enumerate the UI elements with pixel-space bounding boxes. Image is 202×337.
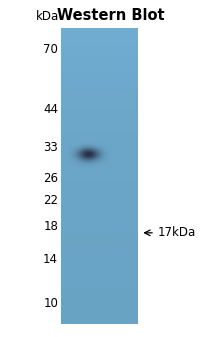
Text: kDa: kDa — [36, 9, 59, 23]
Text: Western Blot: Western Blot — [57, 8, 164, 23]
Text: 17kDa: 17kDa — [157, 226, 195, 239]
